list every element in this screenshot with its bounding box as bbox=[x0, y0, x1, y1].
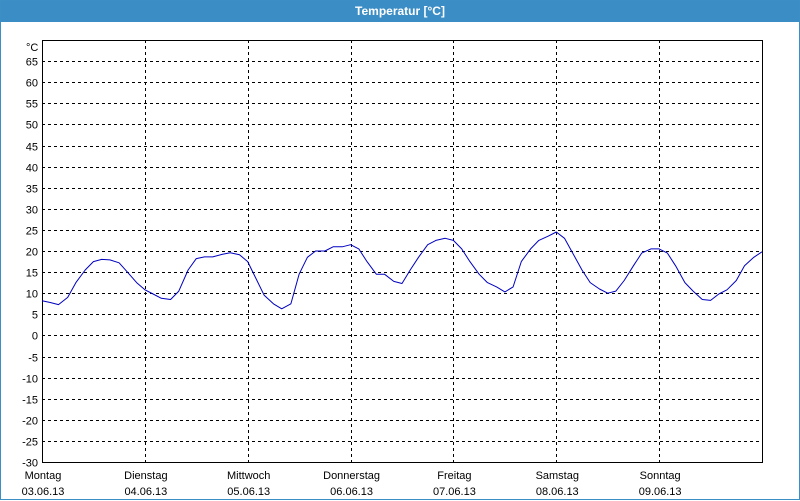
x-tick-date-label: 05.06.13 bbox=[227, 486, 270, 498]
y-tick-label: 60 bbox=[26, 78, 38, 90]
plot-frame bbox=[42, 40, 763, 463]
y-tick-label: 10 bbox=[26, 289, 38, 301]
x-tick-date-label: 09.06.13 bbox=[639, 486, 682, 498]
x-tick-date-label: 04.06.13 bbox=[124, 486, 167, 498]
x-tick-day-label: Sonntag bbox=[640, 470, 681, 482]
y-tick-label: 5 bbox=[32, 310, 38, 322]
y-tick-label: -20 bbox=[22, 416, 38, 428]
y-tick-label: 65 bbox=[26, 57, 38, 69]
x-tick-day-label: Freitag bbox=[437, 470, 471, 482]
y-tick-label: 45 bbox=[26, 142, 38, 154]
y-axis-unit: °C bbox=[26, 42, 38, 54]
x-tick-date-label: 07.06.13 bbox=[433, 486, 476, 498]
y-tick-label: 55 bbox=[26, 99, 38, 111]
x-tick-day-label: Dienstag bbox=[124, 470, 167, 482]
y-tick-label: 30 bbox=[26, 205, 38, 217]
y-tick-label: 20 bbox=[26, 247, 38, 259]
x-tick-date-label: 08.06.13 bbox=[536, 486, 579, 498]
window-title: Temperatur [°C] bbox=[1, 1, 799, 22]
y-tick-label: 50 bbox=[26, 120, 38, 132]
temperature-line bbox=[41, 231, 763, 310]
y-tick-label: 35 bbox=[26, 184, 38, 196]
y-tick-label: -5 bbox=[28, 353, 38, 365]
x-tick-day-label: Donnerstag bbox=[323, 470, 380, 482]
y-tick-label: 0 bbox=[32, 331, 38, 343]
x-tick-day-label: Samstag bbox=[536, 470, 579, 482]
y-tick-label: -15 bbox=[22, 395, 38, 407]
y-tick-label: 25 bbox=[26, 226, 38, 238]
x-tick-day-label: Mittwoch bbox=[227, 470, 270, 482]
y-tick-label: -30 bbox=[22, 458, 38, 470]
x-tick-date-label: 03.06.13 bbox=[22, 486, 65, 498]
x-tick-day-label: Montag bbox=[25, 470, 62, 482]
y-tick-label: -10 bbox=[22, 374, 38, 386]
y-tick-label: 15 bbox=[26, 268, 38, 280]
x-tick-date-label: 06.06.13 bbox=[330, 486, 373, 498]
y-tick-label: -25 bbox=[22, 437, 38, 449]
y-tick-label: 40 bbox=[26, 163, 38, 175]
